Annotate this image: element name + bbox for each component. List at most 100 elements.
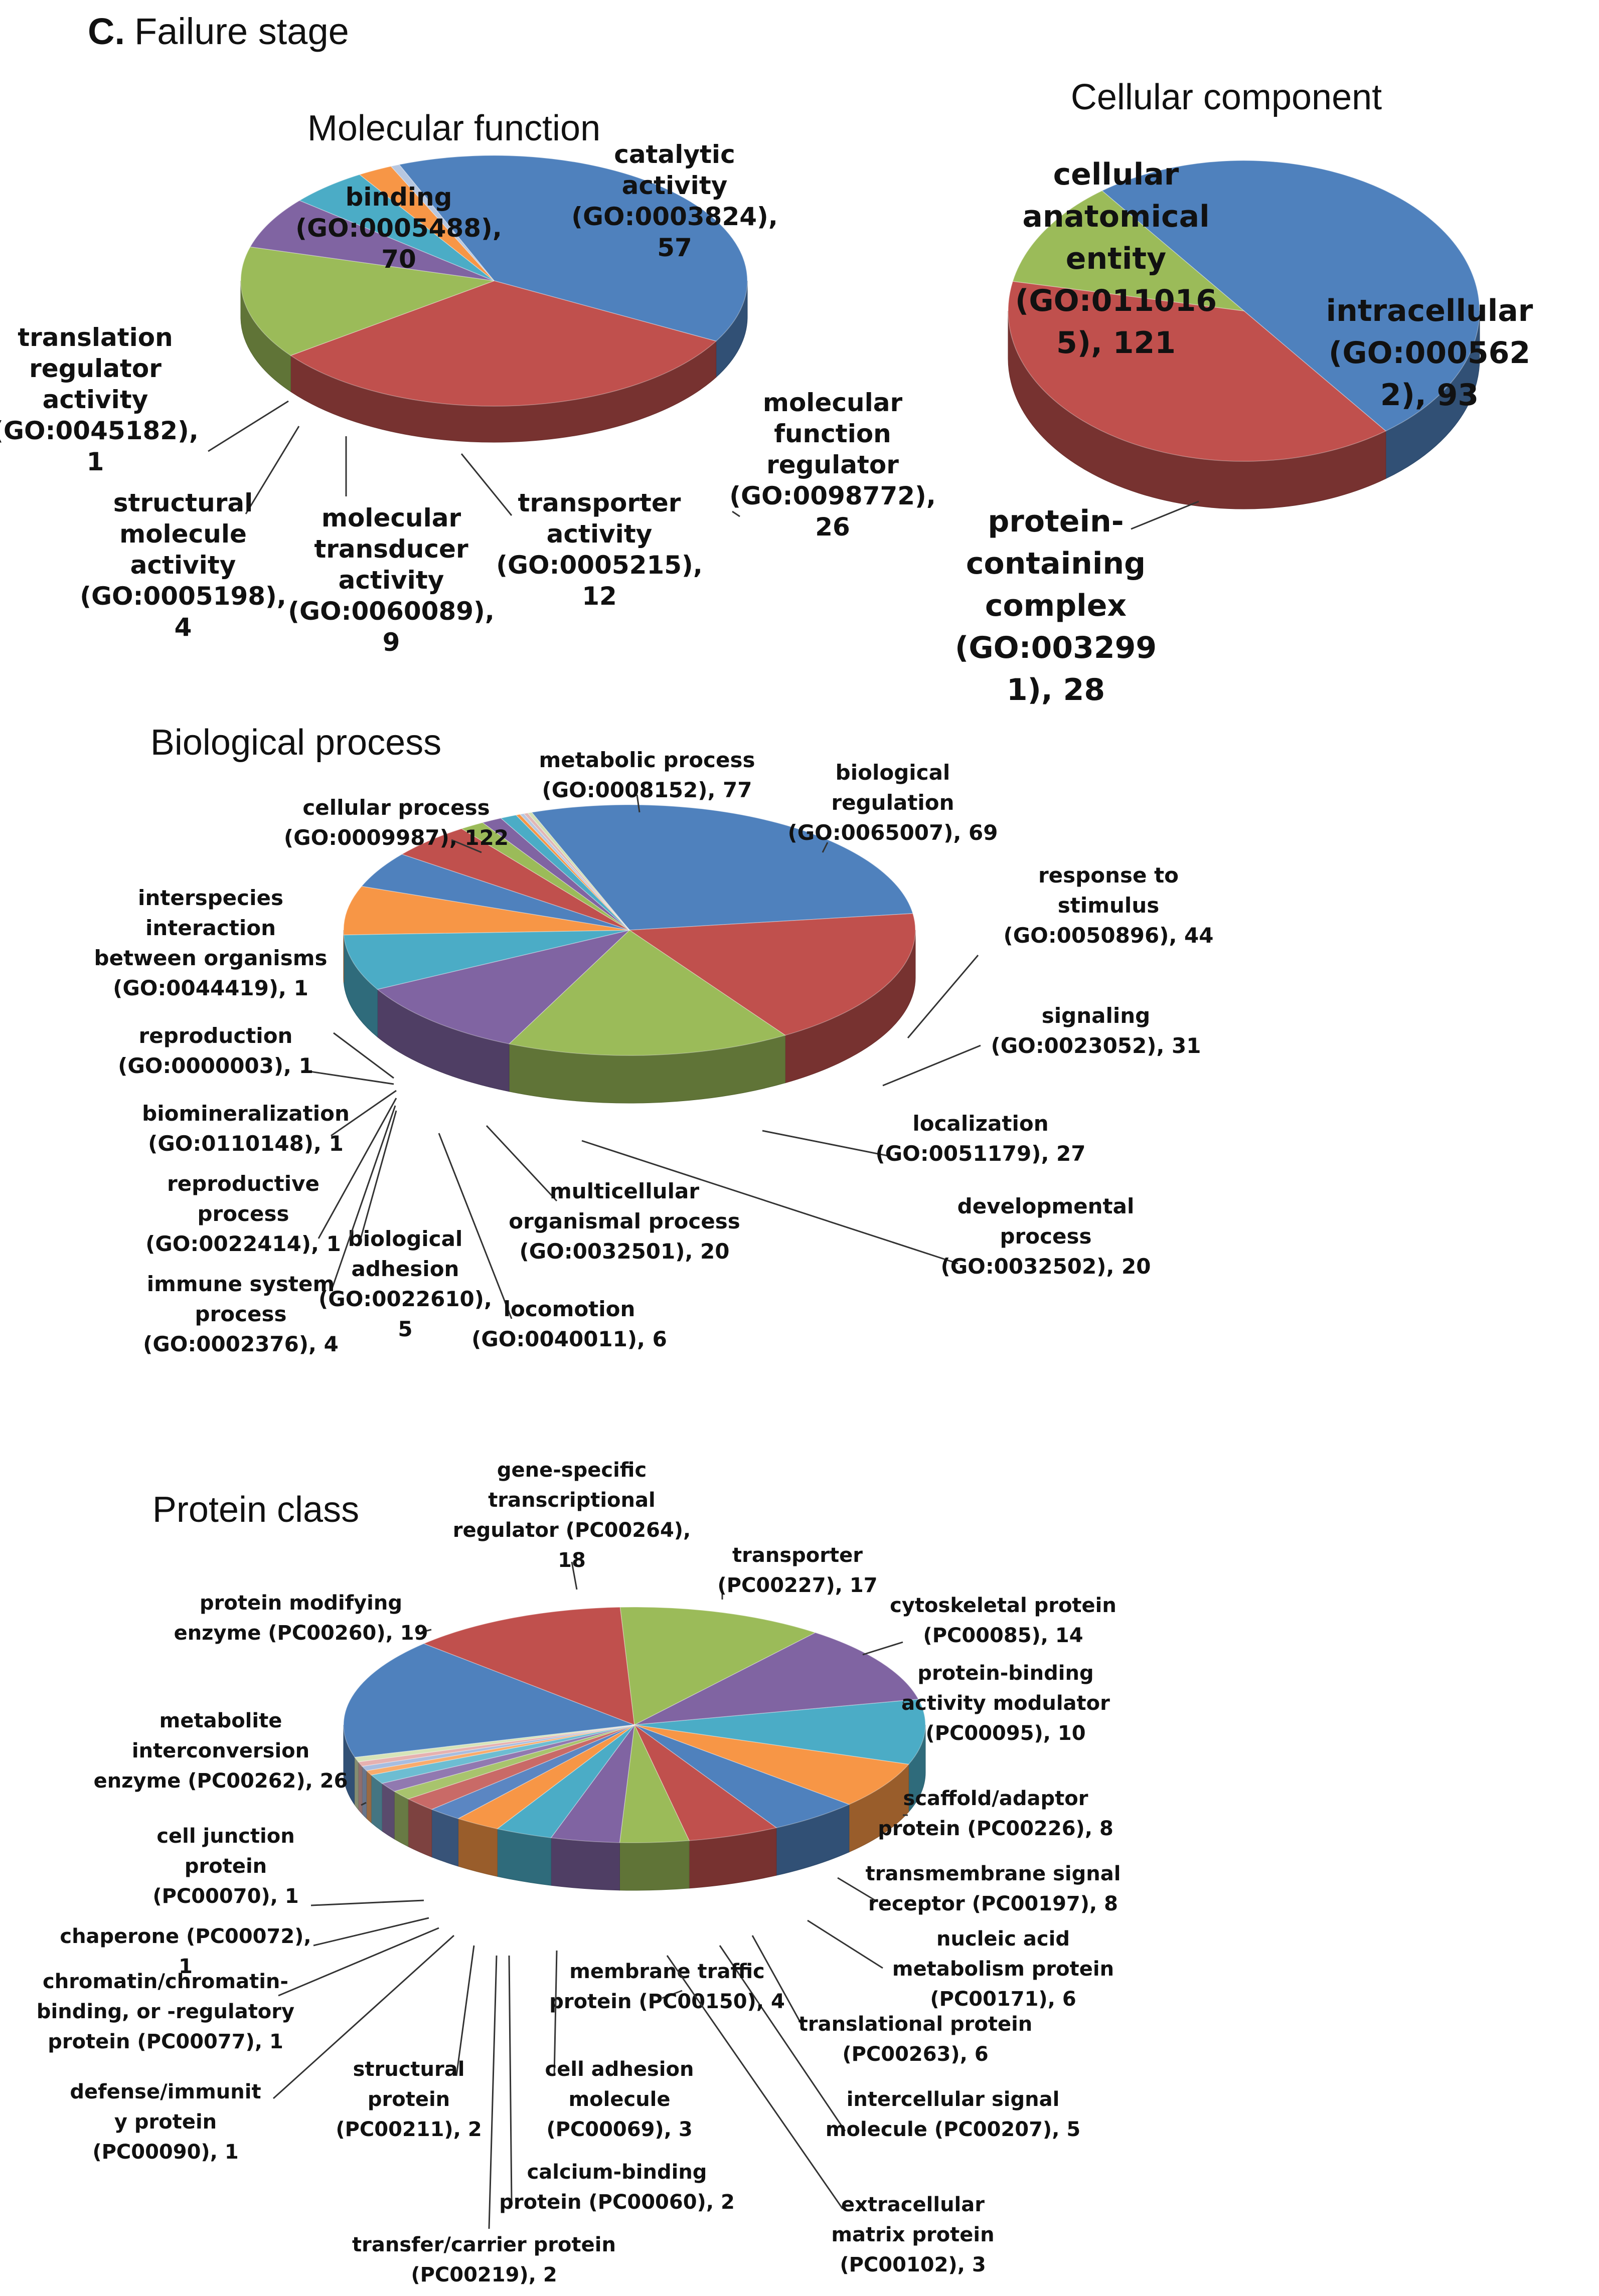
leader-line xyxy=(553,1950,558,2076)
slice-label-line: protein (PC00060), 2 xyxy=(499,2191,735,2214)
slice-label-line: biomineralization xyxy=(142,1101,350,1126)
leader-line xyxy=(719,1945,846,2132)
leader-line xyxy=(508,1955,513,2202)
leader-line xyxy=(862,1641,903,1656)
slice-label-line: (GO:0005488), xyxy=(295,214,502,243)
pie-wall-cell-junction-protein xyxy=(354,1756,359,1811)
leader-line xyxy=(421,1629,432,1633)
slice-label-line: (PC00095), 10 xyxy=(925,1722,1085,1745)
pie-slice-metabolic-process xyxy=(628,913,916,1036)
slice-label-line: process xyxy=(1000,1224,1091,1249)
slice-label-line: (GO:0009987), 122 xyxy=(284,825,509,850)
slice-label-line: 5), 121 xyxy=(1056,325,1176,361)
pie-slice-catalytic-activity xyxy=(289,280,717,407)
pie-slice-cell-junction-protein xyxy=(354,1724,635,1762)
slice-label: signaling (GO:0023052), 31 xyxy=(991,1003,1201,1058)
pie-slice-signaling xyxy=(343,930,630,990)
pie-slice-locomotion xyxy=(460,822,630,931)
pie-slice-intracellular xyxy=(1008,281,1387,462)
slice-label-line: (GO:0032502), 20 xyxy=(941,1254,1151,1279)
slice-label-line: 9 xyxy=(383,628,400,657)
slice-label-line: transmembrane signal xyxy=(866,1862,1121,1885)
slice-label-line: biological xyxy=(836,760,950,785)
slice-label: binding (GO:0005488), 70 xyxy=(295,183,502,274)
slice-label-line: activity xyxy=(622,171,728,200)
leader-line xyxy=(907,955,979,1038)
pie-slice-transporter xyxy=(634,1632,919,1725)
slice-label-line: receptor (PC00197), 8 xyxy=(868,1892,1118,1915)
pie-slice-cellular-process xyxy=(531,804,913,931)
leader-line xyxy=(310,1899,424,1906)
pie-cellular-component: Cellular component cellular anatomical enti… xyxy=(955,77,1533,708)
slice-label-line: response to xyxy=(1038,863,1179,888)
slice-label: reproductive process (GO:0022414), 1 xyxy=(145,1171,341,1256)
slice-label-line: 70 xyxy=(381,245,416,274)
leader-line xyxy=(636,794,641,813)
pie-side-walls xyxy=(343,930,916,1104)
slice-label: defense/immunit y protein (PC00090), 1 xyxy=(70,2080,261,2164)
slice-label-line: 57 xyxy=(657,233,692,262)
slice-label-line: translation xyxy=(18,323,173,352)
pie-slice-localization xyxy=(343,886,630,936)
slice-label-line: transfer/carrier protein xyxy=(352,2233,616,2256)
slice-label-line: protein-binding xyxy=(917,1662,1093,1685)
pie-slice-response-to-stimulus xyxy=(376,929,631,1044)
slice-label-line: (PC00069), 3 xyxy=(546,2118,692,2141)
slice-label-line: (GO:0110148), 1 xyxy=(148,1131,344,1156)
leader-line xyxy=(1131,500,1199,530)
slice-label-line: intracellular xyxy=(1326,293,1533,328)
slice-label-line: locomotion xyxy=(504,1297,635,1321)
leader-line xyxy=(278,1927,439,1997)
slice-label-line: reproductive xyxy=(167,1171,319,1196)
slice-label-line: complex xyxy=(985,588,1127,623)
slice-label: intercellular signal molecule (PC00207), … xyxy=(826,2088,1080,2141)
pie-slice-structural-molecule-activity xyxy=(359,165,495,281)
slice-label-line: (PC00171), 6 xyxy=(930,1988,1076,2011)
pie-slice-chromatin-chromatin-binding-or-regulatory-protein xyxy=(361,1724,635,1772)
slice-label: developmental process (GO:0032502), 20 xyxy=(941,1194,1151,1279)
slice-label-line: (GO:0000003), 1 xyxy=(118,1053,313,1078)
slice-label: transmembrane signal receptor (PC00197), … xyxy=(866,1862,1121,1915)
slice-label-line: interaction xyxy=(145,916,276,940)
slice-label-line: transporter xyxy=(732,1544,863,1567)
slice-label: intracellular (GO:000562 2), 93 xyxy=(1326,293,1533,413)
slice-label-line: 4 xyxy=(175,613,192,642)
slice-label: membrane traffic protein (PC00150), 4 xyxy=(549,1960,785,2013)
leader-line xyxy=(245,426,300,514)
slice-label: extracellular matrix protein (PC00102), 3 xyxy=(831,2193,994,2276)
slice-label-line: defense/immunit xyxy=(70,2080,261,2103)
slice-label-line: (GO:0065007), 69 xyxy=(788,820,998,845)
pie-slice-protein-binding-activity-modulator xyxy=(634,1724,910,1805)
slice-label-line: (GO:0003824), xyxy=(571,202,778,231)
panel-letter: C. xyxy=(88,11,125,52)
slice-label-line: (PC00090), 1 xyxy=(92,2141,238,2164)
slice-label-line: (GO:0032501), 20 xyxy=(520,1239,730,1264)
slice-label-line: y protein xyxy=(114,2110,217,2134)
slice-label-line: catalytic xyxy=(614,140,735,169)
slice-label: metabolic process (GO:0008152), 77 xyxy=(539,748,755,802)
slice-label-line: organismal process xyxy=(509,1209,740,1233)
slice-label-line: (PC00227), 17 xyxy=(717,1574,877,1597)
slice-label-line: cytoskeletal protein xyxy=(890,1594,1116,1617)
leader-line xyxy=(762,1130,888,1157)
pie-slice-immune-system-process xyxy=(500,814,630,931)
slice-label: scaffold/adaptor protein (PC00226), 8 xyxy=(878,1787,1113,1840)
leader-line xyxy=(331,1090,397,1137)
pie-slice-interspecies-interaction-between-organisms xyxy=(527,812,630,931)
slice-label-line: regulator xyxy=(29,354,162,383)
slice-label-line: (GO:0044419), 1 xyxy=(113,976,308,1000)
leader-line xyxy=(882,1044,981,1087)
pie-wall-intercellular-signal-molecule xyxy=(497,1828,552,1886)
pie-slice-biological-regulation xyxy=(508,930,786,1056)
pie-top-slices xyxy=(343,1607,926,1843)
slice-label-line: nucleic acid xyxy=(936,1927,1070,1951)
slice-label: biomineralization (GO:0110148), 1 xyxy=(142,1101,350,1156)
slice-label-line: molecular xyxy=(322,503,461,533)
slice-label-line: transporter xyxy=(518,488,681,517)
slice-label-line: cell adhesion xyxy=(545,2058,694,2081)
slice-label-line: (GO:0045182), xyxy=(0,416,199,445)
pie-slice-gene-specific-transcriptional-regulator xyxy=(619,1607,817,1726)
slice-label: biological regulation (GO:0065007), 69 xyxy=(788,760,998,845)
leader-line xyxy=(581,1140,958,1265)
slice-label-line: developmental xyxy=(957,1194,1135,1218)
